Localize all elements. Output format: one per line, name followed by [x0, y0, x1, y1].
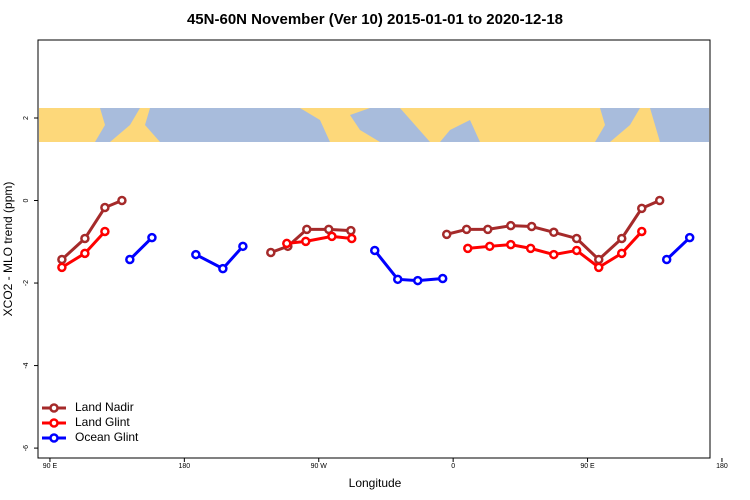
data-point: [57, 262, 67, 273]
data-point: [238, 241, 248, 252]
data-point: [117, 195, 127, 206]
data-point: [413, 275, 423, 286]
data-point: [684, 232, 695, 243]
x-tick-label: 90 E: [580, 463, 595, 470]
data-point: [369, 245, 380, 256]
data-point: [100, 202, 110, 213]
chart-title: 45N-60N November (Ver 10) 2015-01-01 to …: [187, 11, 563, 28]
data-point: [637, 203, 647, 214]
data-point: [437, 273, 448, 284]
data-point: [100, 226, 110, 237]
data-point: [637, 226, 647, 237]
data-point: [282, 238, 292, 249]
data-point: [441, 229, 452, 240]
legend-label: Land Glint: [75, 415, 130, 429]
y-axis-label: XCO2 - MLO trend (ppm): [1, 182, 15, 317]
data-point: [125, 254, 135, 265]
data-point: [483, 224, 493, 235]
data-point: [346, 233, 357, 244]
data-point: [302, 224, 312, 235]
data-point: [525, 243, 536, 254]
data-point: [593, 262, 604, 273]
data-point: [461, 224, 472, 235]
x-tick-label: 180: [179, 463, 191, 470]
x-tick-label: 0: [451, 463, 455, 470]
data-point: [327, 231, 337, 242]
legend-label: Ocean Glint: [75, 430, 139, 444]
data-point: [57, 254, 67, 265]
data-point: [191, 249, 201, 260]
y-tick-label: 0: [23, 198, 30, 202]
legend-marker: [49, 403, 59, 413]
data-point: [549, 249, 559, 260]
data-point: [654, 195, 665, 206]
data-point: [147, 232, 157, 243]
data-point: [526, 221, 537, 232]
data-point: [301, 236, 311, 247]
x-axis-label: Longitude: [349, 476, 402, 490]
data-point: [266, 247, 276, 258]
x-tick-label: 90 W: [311, 463, 328, 470]
map-band: [39, 108, 709, 142]
legend-marker: [49, 433, 59, 443]
y-tick-label: 2: [23, 116, 30, 120]
data-point: [506, 220, 516, 231]
y-tick-label: -4: [23, 362, 30, 368]
data-point: [571, 233, 582, 244]
legend-label: Land Nadir: [75, 400, 134, 414]
legend-marker: [49, 418, 59, 428]
data-point: [218, 263, 228, 274]
data-point: [506, 239, 516, 250]
data-point: [346, 225, 356, 236]
data-point: [661, 254, 672, 265]
y-tick-label: -6: [23, 445, 30, 451]
data-point: [616, 248, 627, 259]
data-point: [484, 241, 495, 252]
data-point: [392, 274, 403, 285]
y-tick-label: -2: [23, 280, 30, 286]
data-point: [80, 248, 90, 259]
data-point: [80, 233, 90, 244]
data-point: [593, 254, 604, 265]
x-tick-label: 180: [716, 463, 728, 470]
x-tick-label: 90 E: [43, 463, 58, 470]
data-point: [616, 233, 627, 244]
data-point: [549, 227, 559, 238]
data-point: [463, 243, 473, 254]
data-point: [571, 245, 582, 256]
map-ocean: [95, 108, 709, 142]
